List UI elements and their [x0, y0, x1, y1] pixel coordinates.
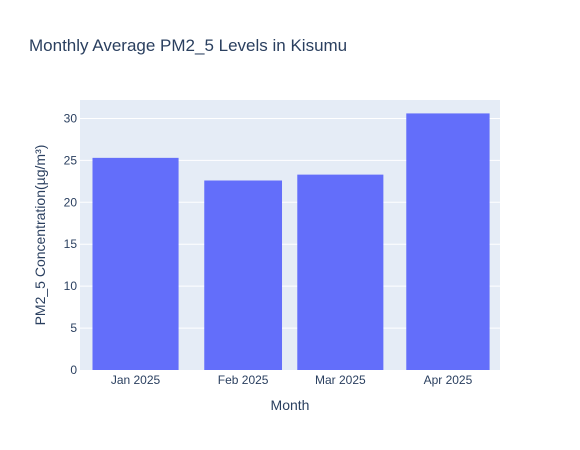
y-tick-label: 20 [64, 195, 78, 209]
y-axis-label: PM2_5 Concentration(µg/m³) [32, 145, 48, 326]
y-tick-label: 5 [70, 321, 77, 335]
x-axis-ticks: Jan 2025 Feb 2025 Mar 2025 Apr 2025 [111, 373, 473, 387]
x-tick-label: Mar 2025 [315, 373, 366, 387]
y-tick-label: 0 [70, 363, 77, 377]
chart-title: Monthly Average PM2_5 Levels in Kisumu [29, 36, 347, 55]
y-axis-ticks: 0 5 10 15 20 25 30 [64, 111, 78, 377]
bar [92, 157, 179, 370]
y-tick-label: 25 [64, 153, 78, 167]
bars [92, 113, 490, 371]
y-tick-label: 15 [64, 237, 78, 251]
x-tick-label: Jan 2025 [111, 373, 161, 387]
y-tick-label: 10 [64, 279, 78, 293]
y-tick-label: 30 [64, 111, 78, 125]
x-tick-label: Feb 2025 [218, 373, 269, 387]
x-axis-label: Month [271, 397, 310, 413]
x-tick-label: Apr 2025 [424, 373, 473, 387]
bar [406, 113, 490, 371]
bar [204, 180, 283, 370]
bar [297, 174, 384, 370]
